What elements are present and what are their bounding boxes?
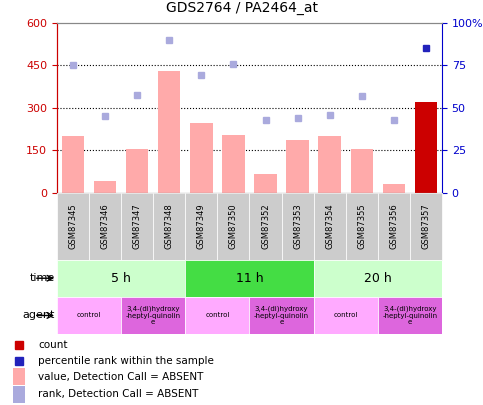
Bar bbox=[415, 102, 437, 193]
Bar bbox=[313, 297, 378, 334]
Bar bbox=[57, 193, 89, 260]
Bar bbox=[217, 193, 250, 260]
Bar bbox=[121, 193, 153, 260]
Bar bbox=[250, 193, 282, 260]
Bar bbox=[185, 193, 217, 260]
Bar bbox=[185, 260, 313, 297]
Text: GSM87355: GSM87355 bbox=[357, 203, 366, 249]
Bar bbox=[94, 181, 116, 193]
Text: GSM87356: GSM87356 bbox=[389, 203, 398, 249]
Text: control: control bbox=[334, 313, 358, 318]
Text: agent: agent bbox=[22, 311, 55, 320]
Bar bbox=[383, 184, 405, 193]
Text: GSM87348: GSM87348 bbox=[165, 203, 174, 249]
Bar bbox=[14, 386, 25, 403]
Text: 11 h: 11 h bbox=[236, 272, 263, 285]
Bar bbox=[62, 136, 84, 193]
Bar bbox=[318, 136, 341, 193]
Bar bbox=[410, 193, 442, 260]
Text: GDS2764 / PA2464_at: GDS2764 / PA2464_at bbox=[166, 1, 317, 15]
Text: GSM87347: GSM87347 bbox=[133, 203, 142, 249]
Bar bbox=[313, 193, 346, 260]
Bar bbox=[57, 297, 121, 334]
Text: 3,4-(di)hydroxy
-heptyl-quinolin
e: 3,4-(di)hydroxy -heptyl-quinolin e bbox=[383, 306, 438, 325]
Bar bbox=[346, 193, 378, 260]
Bar bbox=[121, 297, 185, 334]
Bar bbox=[313, 260, 442, 297]
Text: count: count bbox=[38, 340, 68, 350]
Text: 3,4-(di)hydroxy
-heptyl-quinolin
e: 3,4-(di)hydroxy -heptyl-quinolin e bbox=[126, 306, 181, 325]
Text: GSM87353: GSM87353 bbox=[293, 203, 302, 249]
Text: GSM87357: GSM87357 bbox=[421, 203, 430, 249]
Bar bbox=[185, 297, 250, 334]
Text: rank, Detection Call = ABSENT: rank, Detection Call = ABSENT bbox=[38, 389, 199, 399]
Text: 3,4-(di)hydroxy
-heptyl-quinolin
e: 3,4-(di)hydroxy -heptyl-quinolin e bbox=[254, 306, 309, 325]
Bar bbox=[153, 193, 185, 260]
Bar bbox=[190, 123, 213, 193]
Bar bbox=[14, 368, 25, 385]
Text: value, Detection Call = ABSENT: value, Detection Call = ABSENT bbox=[38, 372, 204, 382]
Bar bbox=[286, 140, 309, 193]
Bar bbox=[126, 149, 148, 193]
Bar bbox=[89, 193, 121, 260]
Bar bbox=[222, 134, 245, 193]
Text: GSM87350: GSM87350 bbox=[229, 203, 238, 249]
Bar bbox=[250, 297, 313, 334]
Bar bbox=[57, 260, 185, 297]
Bar bbox=[378, 297, 442, 334]
Text: GSM87352: GSM87352 bbox=[261, 203, 270, 249]
Text: control: control bbox=[205, 313, 229, 318]
Text: 5 h: 5 h bbox=[111, 272, 131, 285]
Bar bbox=[378, 193, 410, 260]
Text: percentile rank within the sample: percentile rank within the sample bbox=[38, 356, 214, 366]
Text: GSM87345: GSM87345 bbox=[69, 203, 78, 249]
Text: 20 h: 20 h bbox=[364, 272, 392, 285]
Text: GSM87349: GSM87349 bbox=[197, 203, 206, 249]
Text: GSM87354: GSM87354 bbox=[325, 203, 334, 249]
Text: control: control bbox=[77, 313, 101, 318]
Bar bbox=[158, 71, 181, 193]
Text: time: time bbox=[29, 273, 55, 283]
Bar bbox=[254, 174, 277, 193]
Bar bbox=[282, 193, 313, 260]
Text: GSM87346: GSM87346 bbox=[100, 203, 110, 249]
Bar bbox=[351, 149, 373, 193]
